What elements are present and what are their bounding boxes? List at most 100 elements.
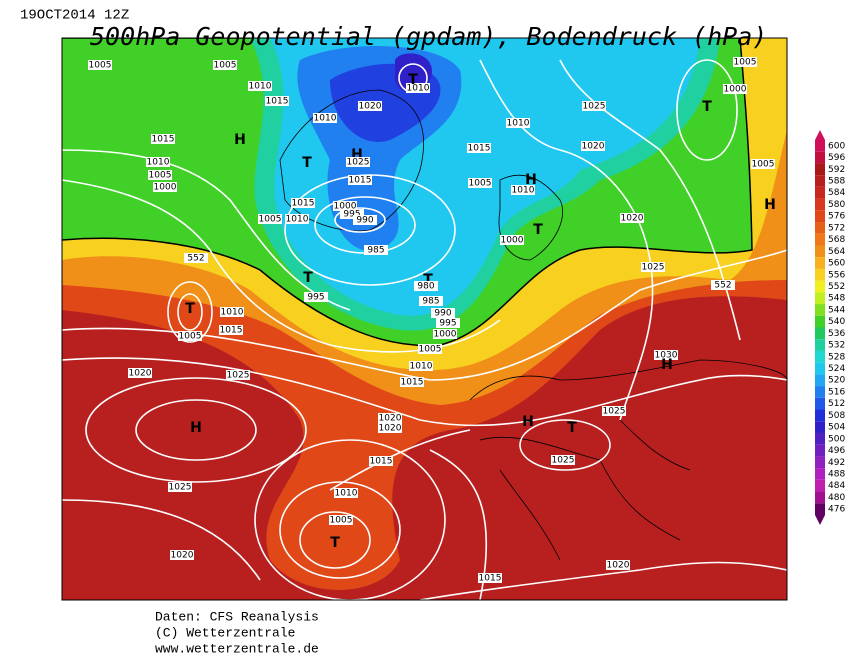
label-bg [334, 488, 358, 498]
colorbar-cap [815, 130, 825, 140]
label-bg [409, 361, 433, 371]
colorbar-swatch [815, 444, 825, 457]
pressure-center: T [408, 72, 418, 88]
colorbar-label: 600 [828, 141, 845, 151]
pressure-center: H [764, 197, 776, 213]
colorbar-label: 568 [828, 235, 845, 245]
isobar-label: 1005 [469, 179, 492, 189]
isobar-label: 1020 [129, 369, 152, 379]
label-bg [248, 81, 272, 91]
isobar [519, 419, 611, 471]
colorbar-swatch [815, 327, 825, 340]
isobar-label: 1005 [419, 345, 442, 355]
map-labels: 1005 1005 1010 1015 1010 1020 1010 T H T 1025 1015 1… [88, 57, 776, 584]
label-bg [723, 84, 747, 94]
pressure-center: H [234, 132, 246, 148]
colorbar-swatch [815, 175, 825, 187]
isobar-label: 1025 [583, 102, 606, 112]
colorbar-label: 504 [828, 423, 845, 433]
isobar-label: 1005 [149, 171, 172, 181]
label-bg [333, 201, 357, 211]
label-bg [378, 423, 402, 433]
colorbar-swatch [815, 479, 825, 492]
colorbar-label: 492 [828, 458, 845, 468]
isobar-label: 1000 [334, 202, 357, 212]
colorbar-swatch [815, 210, 825, 223]
isobar-label: 995 [307, 293, 324, 303]
colorbar-cap [815, 515, 825, 525]
label-bg [582, 101, 606, 111]
label-bg [151, 134, 175, 144]
colorbar-label: 476 [828, 505, 845, 515]
isobar [135, 399, 257, 461]
colorbar-label: 524 [828, 364, 845, 374]
colorbar-label: 572 [828, 223, 845, 233]
isobar-label: 1015 [401, 378, 424, 388]
isobar-label: 1015 [266, 97, 289, 107]
isobar-label: 1000 [501, 236, 524, 246]
isobar-label: 990 [434, 309, 451, 319]
isobar-label: 985 [367, 246, 384, 256]
isobar [559, 59, 741, 341]
isobar-label: 980 [417, 282, 434, 292]
colorbar-label: 588 [828, 177, 845, 187]
isobar [334, 207, 386, 233]
colorbar-label: 516 [828, 387, 845, 397]
isobar-label: 1015 [349, 176, 372, 186]
colorbar-label: 512 [828, 399, 845, 409]
colorbar-swatch [815, 503, 825, 515]
colorbar-swatch [815, 362, 825, 375]
colorbar-swatch [815, 386, 825, 398]
isobar [279, 481, 401, 579]
label-bg [265, 96, 289, 106]
label-bg [184, 253, 208, 263]
colorbar-label: 564 [828, 247, 845, 257]
isobar-label: 1015 [152, 135, 175, 145]
isobar-label: 1005 [734, 58, 757, 68]
isobar-label: 1005 [214, 61, 237, 71]
pressure-center: H [522, 414, 534, 430]
footer-source: Daten: CFS Reanalysis [155, 609, 319, 624]
label-bg [419, 296, 443, 306]
isobar-label: 1010 [314, 114, 337, 124]
isobar-label: 1025 [603, 407, 626, 417]
isobar-label: 1015 [479, 574, 502, 584]
isobar-label: 1010 [335, 489, 358, 499]
pressure-center: T [567, 420, 577, 436]
colorbar-swatch [815, 468, 825, 480]
pressure-center: H [525, 172, 537, 188]
colorbar-swatch [815, 397, 825, 410]
isobar-label: 1000 [434, 330, 457, 340]
colorbar-label: 576 [828, 212, 845, 222]
map: 1005 1005 1010 1015 1010 1020 1010 T H T 1025 1015 1… [62, 38, 787, 600]
label-bg [168, 482, 192, 492]
colorbar-swatch [815, 222, 825, 234]
label-bg [146, 157, 170, 167]
colorbar-swatch [815, 257, 825, 269]
colorbar-swatch [815, 339, 825, 351]
isobar-label: 1020 [621, 214, 644, 224]
isobar-label: 1010 [221, 308, 244, 318]
label-bg [213, 60, 237, 70]
colorbar-swatch [815, 409, 825, 422]
label-bg [285, 214, 309, 224]
colorbar-swatch [815, 268, 825, 281]
isobar-label: 1000 [154, 183, 177, 193]
label-bg [369, 456, 393, 466]
isobar-label: 995 [343, 210, 360, 220]
map-frame [61, 37, 788, 601]
colorbar-swatch [815, 140, 825, 152]
colorbar-swatch [815, 292, 825, 305]
colorbar-label: 508 [828, 411, 845, 421]
isobar-label: 995 [439, 319, 456, 329]
colorbar-swatch [815, 280, 825, 293]
isobar-label: 1005 [330, 516, 353, 526]
label-bg [329, 515, 353, 525]
isobar-label: 1005 [752, 160, 775, 170]
footer-url: www.wetterzentrale.de [155, 641, 319, 656]
isobar [62, 357, 787, 427]
colorbar-label: 488 [828, 469, 845, 479]
label-bg [620, 213, 644, 223]
colorbar-swatch [815, 432, 825, 445]
